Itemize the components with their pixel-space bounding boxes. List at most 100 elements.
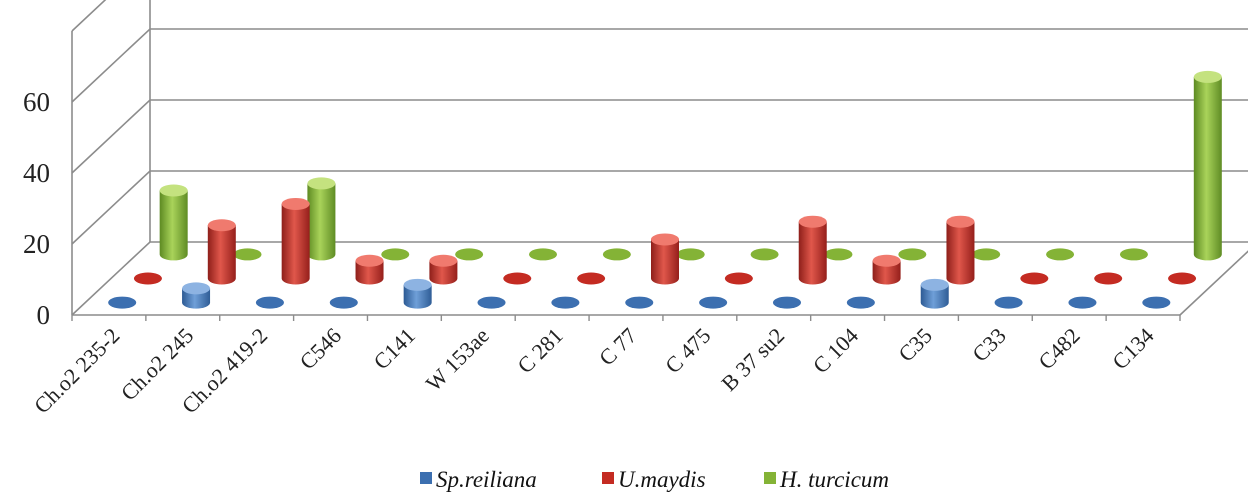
- bar-3-3: [307, 177, 336, 261]
- bar-2-3: [281, 197, 310, 285]
- bar-zero-disc: [1094, 272, 1123, 285]
- legend-swatch: [420, 472, 432, 484]
- bar-zero-disc: [972, 248, 1001, 261]
- bar-top: [307, 177, 336, 190]
- bar-zero-disc: [724, 272, 753, 285]
- bar-zero-disc: [602, 248, 631, 261]
- bar-zero-disc: [577, 272, 606, 285]
- legend: Sp.reiliana U.maydis H. turcicum: [420, 467, 889, 492]
- bar-top: [872, 254, 901, 267]
- bar-body: [159, 190, 188, 261]
- bar-zero-disc: [699, 296, 728, 309]
- bar-2-15: [1168, 272, 1197, 285]
- bar-2-1: [133, 272, 162, 285]
- bar-body: [403, 284, 432, 309]
- gridline: [71, 170, 1248, 245]
- x-tick-label: W 153ae: [421, 323, 494, 396]
- bar-zero-disc: [1068, 296, 1097, 309]
- bar-zero-disc: [625, 296, 654, 309]
- bar-3-12: [972, 248, 1001, 261]
- bar-zero-disc: [1046, 248, 1075, 261]
- y-tick-label: 60: [23, 87, 50, 117]
- bar-1-5: [403, 278, 432, 309]
- bar-zero-disc: [329, 296, 358, 309]
- bar-zero-disc: [1168, 272, 1197, 285]
- bar-body: [207, 225, 236, 285]
- legend-item-1: Sp.reiliana: [420, 467, 537, 492]
- bar-zero-disc: [676, 248, 705, 261]
- legend-label: H. turcicum: [779, 467, 889, 492]
- bar-top: [403, 278, 432, 291]
- x-tick-label: B 37 su2: [716, 323, 789, 396]
- bar-zero-disc: [1020, 272, 1049, 285]
- x-tick-label: C141: [369, 323, 420, 374]
- bar-top: [207, 219, 236, 232]
- bar-zero-disc: [108, 296, 137, 309]
- bar-1-12: [920, 278, 949, 309]
- x-tick-label: C 281: [512, 323, 567, 378]
- bar-zero-disc: [898, 248, 927, 261]
- bar-top: [1193, 70, 1222, 83]
- bar-zero-disc: [772, 296, 801, 309]
- bar-zero-disc: [255, 296, 284, 309]
- bar-1-15: [1142, 296, 1171, 309]
- bar-3-9: [750, 248, 779, 261]
- bar-zero-disc: [824, 248, 853, 261]
- x-tick-label: Ch.o2 235-2: [29, 323, 124, 418]
- x-tick-label: C35: [893, 323, 937, 367]
- bar-1-9: [699, 296, 728, 309]
- legend-swatch: [764, 472, 776, 484]
- bar-top: [182, 282, 211, 295]
- bar-top: [355, 254, 384, 267]
- bar-2-2: [207, 219, 236, 285]
- bar-2-7: [577, 272, 606, 285]
- x-tick-label: C546: [295, 323, 346, 374]
- x-tick-label: C482: [1033, 323, 1084, 374]
- bar-3-6: [529, 248, 558, 261]
- gridline: [71, 28, 1248, 103]
- bar-body: [651, 239, 679, 285]
- bar-top: [798, 215, 827, 228]
- bar-3-11: [898, 248, 927, 261]
- bar-1-3: [255, 296, 284, 309]
- bar-3-13: [1046, 248, 1075, 261]
- bar-body: [920, 284, 949, 309]
- bar-top: [429, 254, 458, 267]
- bar-body: [281, 203, 310, 285]
- bar-zero-disc: [133, 272, 162, 285]
- y-tick-label: 40: [23, 158, 50, 188]
- bar-zero-disc: [529, 248, 558, 261]
- bar-top: [946, 215, 975, 228]
- bar-1-11: [846, 296, 875, 309]
- bar-2-13: [1020, 272, 1049, 285]
- bar-body: [429, 260, 458, 285]
- bar-top: [281, 197, 310, 210]
- bar-3-8: [676, 248, 705, 261]
- legend-label: Sp.reiliana: [436, 467, 537, 492]
- gridline: [71, 0, 107, 32]
- axes: [71, 0, 1248, 321]
- bar-3-7: [602, 248, 631, 261]
- bar-zero-disc: [455, 248, 484, 261]
- bar-2-8: [651, 233, 679, 285]
- bar-body: [798, 221, 827, 285]
- bars: [108, 70, 1222, 309]
- bar-3-10: [824, 248, 853, 261]
- bar-zero-disc: [503, 272, 532, 285]
- bar-body: [355, 260, 384, 285]
- bar-1-13: [994, 296, 1023, 309]
- x-tick-label: C134: [1107, 323, 1158, 374]
- bar-1-7: [551, 296, 580, 309]
- bar-2-5: [429, 254, 458, 285]
- x-tick-label: C 475: [660, 323, 715, 378]
- bar-2-10: [798, 215, 827, 285]
- bar-2-14: [1094, 272, 1123, 285]
- legend-item-2: U.maydis: [602, 467, 706, 492]
- legend-item-3: H. turcicum: [764, 467, 889, 492]
- bar-top: [159, 184, 188, 197]
- x-tick-label: C33: [967, 323, 1011, 367]
- bar-1-1: [108, 296, 137, 309]
- gridline: [71, 99, 1248, 174]
- bar-1-4: [329, 296, 358, 309]
